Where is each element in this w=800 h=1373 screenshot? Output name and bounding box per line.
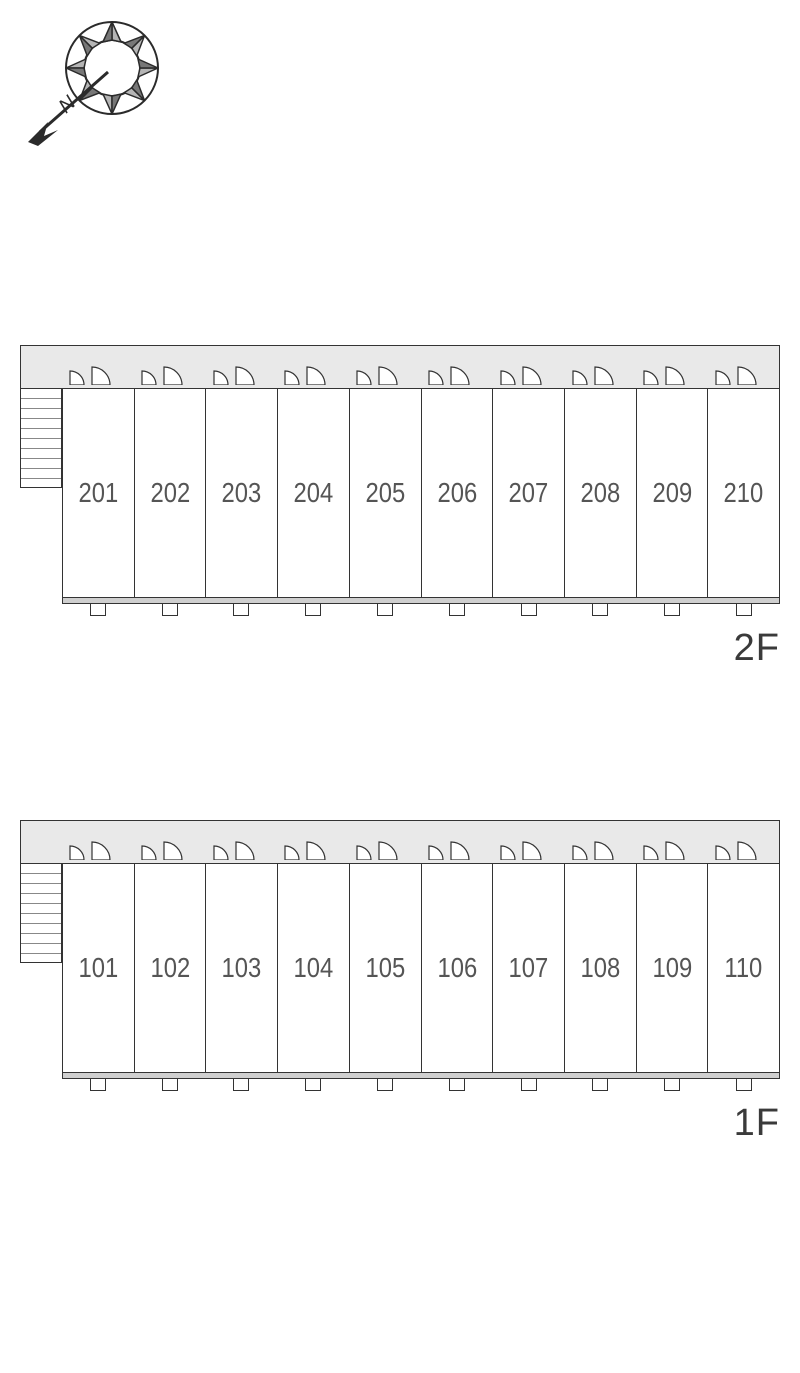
unit-cell: 106	[422, 863, 494, 1073]
door-icon	[349, 357, 421, 385]
balcony-notch	[592, 604, 608, 616]
balcony-notch	[377, 1079, 393, 1091]
unit-number: 102	[150, 952, 190, 984]
balcony-notches	[62, 1079, 780, 1093]
unit-number: 206	[437, 477, 477, 509]
balcony-notch	[305, 1079, 321, 1091]
door-icon	[206, 832, 278, 860]
door-icon	[708, 832, 780, 860]
door-icon	[62, 357, 134, 385]
stairs-icon	[20, 863, 62, 963]
balcony-notch	[736, 604, 752, 616]
unit-number: 208	[580, 477, 620, 509]
unit-cell: 104	[278, 863, 350, 1073]
unit-number: 101	[78, 952, 118, 984]
balcony-notches	[62, 604, 780, 618]
balcony-notch	[664, 1079, 680, 1091]
unit-cell: 101	[62, 863, 135, 1073]
balcony-notch	[305, 604, 321, 616]
balcony-notch	[90, 1079, 106, 1091]
unit-number: 110	[725, 952, 763, 984]
unit-cell: 201	[62, 388, 135, 598]
unit-cell: 108	[565, 863, 637, 1073]
door-icon	[565, 357, 637, 385]
unit-cell: 203	[206, 388, 278, 598]
unit-cell: 207	[493, 388, 565, 598]
door-icon	[708, 357, 780, 385]
unit-cell: 105	[350, 863, 422, 1073]
unit-number: 203	[222, 477, 262, 509]
unit-cell: 204	[278, 388, 350, 598]
door-icon	[421, 357, 493, 385]
door-icon	[62, 832, 134, 860]
balcony-notch	[664, 604, 680, 616]
balcony-notch	[592, 1079, 608, 1091]
floor-label: 2F	[734, 627, 780, 670]
unit-number: 201	[78, 477, 118, 509]
unit-cell: 110	[708, 863, 780, 1073]
unit-cell: 109	[637, 863, 709, 1073]
unit-cell: 208	[565, 388, 637, 598]
unit-number: 105	[365, 952, 405, 984]
door-icon	[565, 832, 637, 860]
door-icon	[636, 357, 708, 385]
unit-number: 209	[652, 477, 692, 509]
balcony-notch	[521, 604, 537, 616]
unit-cell: 107	[493, 863, 565, 1073]
balcony-notch	[233, 604, 249, 616]
door-icon	[493, 832, 565, 860]
unit-number: 106	[437, 952, 477, 984]
units-row: 101 102 103 104 105 106 107 108 109 110	[62, 863, 780, 1073]
balcony-notch	[736, 1079, 752, 1091]
door-swings	[62, 357, 780, 385]
unit-number: 109	[652, 952, 692, 984]
door-icon	[134, 357, 206, 385]
stairs-icon	[20, 388, 62, 488]
door-icon	[134, 832, 206, 860]
compass-icon: N	[20, 12, 180, 157]
balcony-notch	[162, 604, 178, 616]
balcony-notch	[162, 1079, 178, 1091]
door-swings	[62, 832, 780, 860]
door-icon	[421, 832, 493, 860]
balcony-notch	[449, 1079, 465, 1091]
balcony-notch	[449, 604, 465, 616]
unit-number: 207	[509, 477, 549, 509]
floor-label: 1F	[734, 1102, 780, 1145]
unit-number: 108	[580, 952, 620, 984]
balcony-notch	[90, 604, 106, 616]
unit-number: 202	[150, 477, 190, 509]
door-icon	[493, 357, 565, 385]
unit-cell: 205	[350, 388, 422, 598]
unit-number: 204	[294, 477, 334, 509]
unit-cell: 102	[135, 863, 207, 1073]
unit-number: 103	[222, 952, 262, 984]
balcony-notch	[521, 1079, 537, 1091]
unit-number: 107	[509, 952, 549, 984]
unit-cell: 202	[135, 388, 207, 598]
unit-number: 205	[365, 477, 405, 509]
unit-cell: 206	[422, 388, 494, 598]
unit-number: 210	[724, 477, 764, 509]
balcony-notch	[233, 1079, 249, 1091]
door-icon	[206, 357, 278, 385]
door-icon	[277, 357, 349, 385]
door-icon	[636, 832, 708, 860]
door-icon	[277, 832, 349, 860]
units-row: 201 202 203 204 205 206 207 208 209 210	[62, 388, 780, 598]
floor-plan-canvas: N 201 202 203 204 205 206 207 208 209 210 2F 101 102…	[0, 0, 800, 1373]
unit-cell: 103	[206, 863, 278, 1073]
balcony-notch	[377, 604, 393, 616]
door-icon	[349, 832, 421, 860]
unit-cell: 209	[637, 388, 709, 598]
unit-number: 104	[294, 952, 334, 984]
unit-cell: 210	[708, 388, 780, 598]
